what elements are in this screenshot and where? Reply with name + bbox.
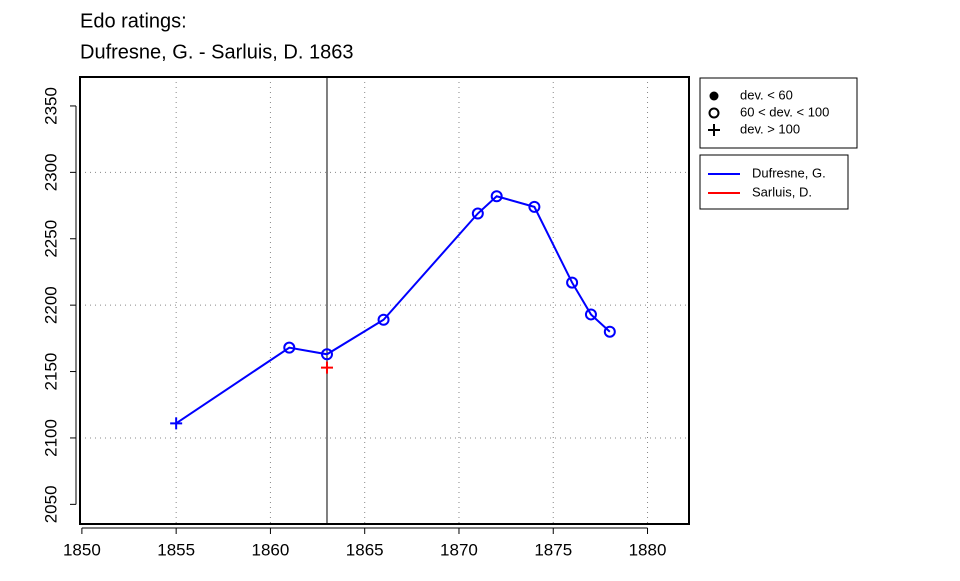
y-tick-label: 2300 xyxy=(41,153,60,191)
legend-label: 60 < dev. < 100 xyxy=(740,104,829,119)
point xyxy=(603,325,616,338)
x-tick-label: 1855 xyxy=(157,540,195,559)
legend-label: dev. > 100 xyxy=(740,121,800,136)
x-tick-label: 1880 xyxy=(629,540,667,559)
legend-symbol xyxy=(708,124,720,136)
plot-frame xyxy=(79,76,690,525)
legend-box xyxy=(699,77,858,149)
point xyxy=(377,313,390,326)
point xyxy=(528,200,541,213)
x-tick-label: 1870 xyxy=(440,540,478,559)
point xyxy=(490,190,503,203)
legend-symbol xyxy=(708,107,720,119)
x-tick-label: 1860 xyxy=(252,540,290,559)
y-tick-label: 2100 xyxy=(41,419,60,457)
y-tick-label: 2200 xyxy=(41,286,60,324)
series-line xyxy=(175,195,611,425)
legend-box xyxy=(699,154,849,210)
point xyxy=(471,207,484,220)
point xyxy=(320,348,333,361)
y-tick-label: 2350 xyxy=(41,87,60,125)
y-tick-label: 2150 xyxy=(41,353,60,391)
x-tick-label: 1865 xyxy=(346,540,384,559)
y-tick-label: 2250 xyxy=(41,220,60,258)
legend-label: dev. < 60 xyxy=(740,87,793,102)
legend-label: Sarluis, D. xyxy=(752,184,812,199)
legend-label: Dufresne, G. xyxy=(752,165,826,180)
point xyxy=(170,417,183,430)
x-tick-label: 1875 xyxy=(534,540,572,559)
point xyxy=(584,308,597,321)
point xyxy=(283,341,296,354)
point xyxy=(320,361,333,374)
chart-subtitle: Dufresne, G. - Sarluis, D. 1863 xyxy=(80,41,353,63)
legend-symbol xyxy=(709,91,719,101)
point xyxy=(566,276,579,289)
y-tick-label: 2050 xyxy=(41,485,60,523)
x-tick-label: 1850 xyxy=(63,540,101,559)
chart-title: Edo ratings: xyxy=(80,10,187,32)
